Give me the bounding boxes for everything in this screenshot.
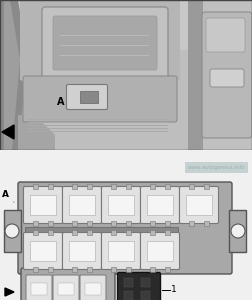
Bar (87, 184, 92, 189)
Circle shape (5, 224, 19, 238)
Bar (111, 221, 116, 226)
Bar (87, 230, 92, 235)
Bar (165, 184, 170, 189)
Bar (87, 267, 92, 272)
FancyBboxPatch shape (117, 272, 161, 300)
Bar (69, 241, 95, 261)
Bar (124, 278, 133, 287)
Bar (48, 230, 53, 235)
FancyBboxPatch shape (23, 76, 177, 122)
FancyBboxPatch shape (141, 232, 179, 269)
Bar (28, 122, 168, 123)
FancyBboxPatch shape (21, 268, 115, 300)
Bar (28, 130, 168, 132)
FancyBboxPatch shape (102, 232, 141, 269)
Text: A: A (2, 190, 14, 202)
Bar (165, 221, 170, 226)
FancyBboxPatch shape (179, 187, 218, 224)
FancyBboxPatch shape (102, 187, 141, 224)
Bar (165, 267, 170, 272)
Polygon shape (18, 115, 55, 150)
Polygon shape (20, 0, 180, 95)
Bar (58, 283, 74, 295)
FancyBboxPatch shape (53, 16, 157, 70)
Bar (4, 210, 21, 252)
Bar (108, 195, 134, 215)
Bar (126, 184, 131, 189)
Bar (72, 267, 77, 272)
FancyBboxPatch shape (18, 182, 232, 274)
Bar (33, 221, 38, 226)
Bar (150, 267, 155, 272)
Bar (189, 221, 194, 226)
Bar (72, 221, 77, 226)
FancyBboxPatch shape (62, 187, 102, 224)
FancyBboxPatch shape (67, 85, 108, 110)
Text: A: A (56, 97, 64, 107)
Bar (188, 0, 252, 150)
Bar (48, 267, 53, 272)
Bar (111, 267, 116, 272)
Bar (30, 195, 56, 215)
FancyBboxPatch shape (202, 12, 252, 138)
Polygon shape (2, 125, 14, 139)
Bar (126, 267, 131, 272)
FancyBboxPatch shape (80, 275, 106, 300)
Bar (80, 91, 98, 103)
FancyBboxPatch shape (23, 232, 62, 269)
Text: www.autogenius.info: www.autogenius.info (187, 165, 245, 170)
Bar (25, 227, 178, 232)
Bar (150, 221, 155, 226)
Bar (229, 210, 246, 252)
FancyBboxPatch shape (53, 275, 79, 300)
Text: 1: 1 (171, 286, 177, 295)
Bar (85, 283, 101, 295)
Bar (33, 230, 38, 235)
FancyBboxPatch shape (210, 69, 244, 87)
Bar (126, 221, 131, 226)
Bar (69, 195, 95, 215)
Bar (31, 283, 47, 295)
Bar (48, 184, 53, 189)
Bar (186, 195, 212, 215)
Polygon shape (4, 0, 20, 150)
Bar (33, 267, 38, 272)
Bar (165, 230, 170, 235)
Bar (72, 184, 77, 189)
FancyBboxPatch shape (206, 18, 245, 52)
Bar (147, 241, 173, 261)
Bar (150, 230, 155, 235)
Bar (28, 128, 168, 129)
Polygon shape (5, 288, 14, 296)
Bar (204, 221, 209, 226)
Bar (111, 230, 116, 235)
Bar (48, 221, 53, 226)
FancyBboxPatch shape (26, 275, 52, 300)
FancyBboxPatch shape (23, 187, 62, 224)
Bar (141, 291, 150, 300)
Bar (204, 184, 209, 189)
Bar (30, 241, 56, 261)
Bar (18, 50, 188, 150)
Bar (124, 291, 133, 300)
Bar (28, 124, 168, 126)
Bar (108, 241, 134, 261)
Bar (111, 184, 116, 189)
Bar (28, 118, 168, 120)
Circle shape (231, 224, 245, 238)
Polygon shape (0, 0, 28, 150)
Bar (126, 230, 131, 235)
Bar (141, 278, 150, 287)
Bar (150, 184, 155, 189)
Bar (147, 195, 173, 215)
Bar (189, 184, 194, 189)
Bar (72, 230, 77, 235)
FancyBboxPatch shape (42, 7, 168, 81)
FancyBboxPatch shape (62, 232, 102, 269)
FancyBboxPatch shape (141, 187, 179, 224)
Bar (188, 0, 203, 150)
Bar (33, 184, 38, 189)
Bar (87, 221, 92, 226)
